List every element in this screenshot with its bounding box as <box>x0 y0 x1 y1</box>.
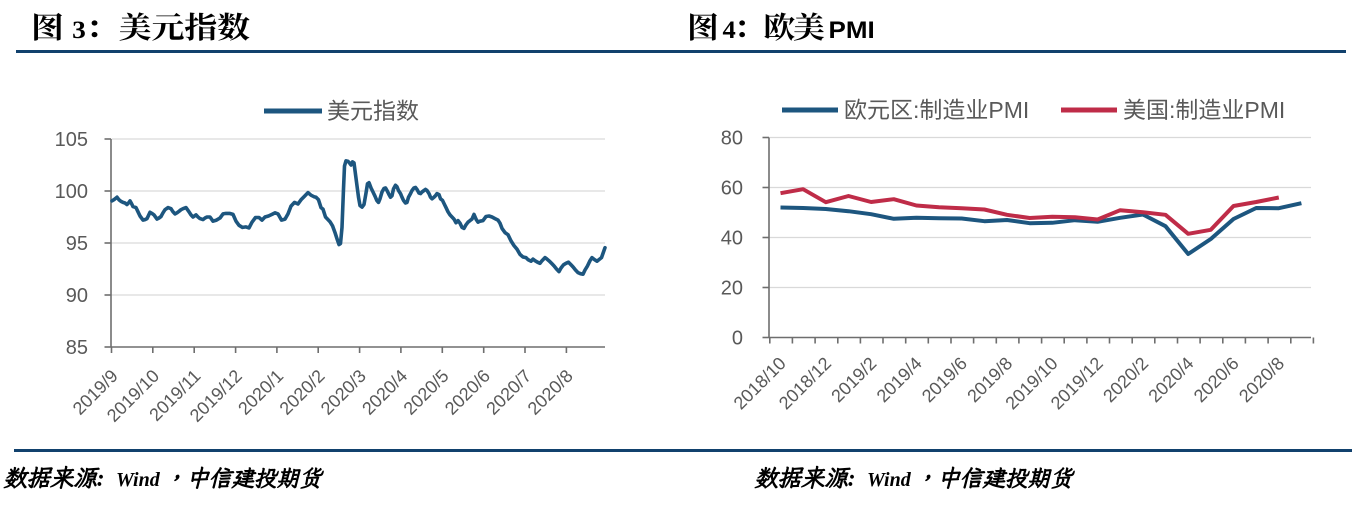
svg-text:欧元区:制造业PMI: 欧元区:制造业PMI <box>844 91 1029 125</box>
svg-text:95: 95 <box>66 233 88 255</box>
svg-text:105: 105 <box>55 129 88 151</box>
svg-text:2020/6: 2020/6 <box>1190 353 1243 406</box>
svg-text:90: 90 <box>66 285 88 307</box>
svg-text:2020/2: 2020/2 <box>1099 353 1152 406</box>
svg-text:2020/4: 2020/4 <box>1144 353 1197 406</box>
svg-text:2020/3: 2020/3 <box>317 366 370 419</box>
svg-text:2020/8: 2020/8 <box>1235 353 1288 406</box>
svg-text:80: 80 <box>721 128 743 150</box>
svg-text:2020/7: 2020/7 <box>482 366 535 419</box>
svg-text:60: 60 <box>721 178 743 200</box>
svg-text:40: 40 <box>721 228 743 250</box>
svg-text:85: 85 <box>66 337 88 359</box>
svg-text:2020/4: 2020/4 <box>358 366 411 419</box>
svg-text:2019/2: 2019/2 <box>827 353 880 406</box>
svg-text:20: 20 <box>721 278 743 300</box>
svg-text:2020/2: 2020/2 <box>276 366 329 419</box>
svg-text:0: 0 <box>732 328 743 350</box>
svg-text:2020/8: 2020/8 <box>524 366 577 419</box>
svg-text:2019/4: 2019/4 <box>873 353 926 406</box>
svg-text:100: 100 <box>55 181 88 203</box>
svg-text:2019/6: 2019/6 <box>918 353 971 406</box>
svg-text:美元指数: 美元指数 <box>327 92 419 126</box>
svg-text:美国:制造业PMI: 美国:制造业PMI <box>1123 91 1285 125</box>
svg-text:2020/1: 2020/1 <box>234 366 287 419</box>
svg-text:2020/6: 2020/6 <box>441 366 494 419</box>
svg-text:2020/5: 2020/5 <box>400 366 453 419</box>
